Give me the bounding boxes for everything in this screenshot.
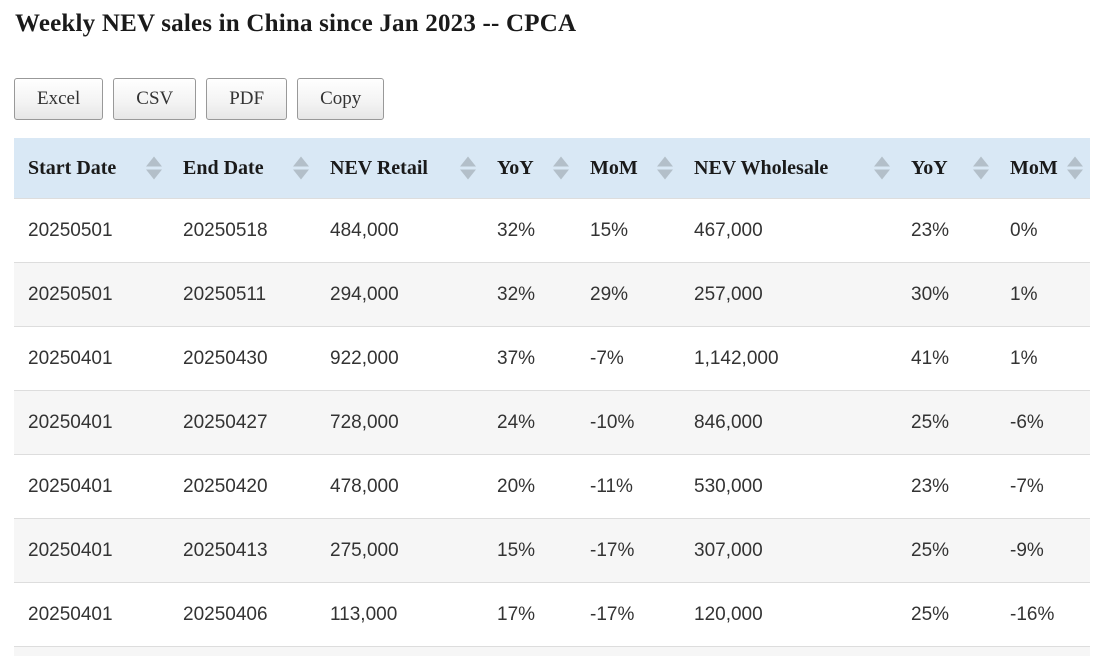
cell-retail-yoy: 32%	[483, 198, 576, 263]
cell-end-date: 20250413	[169, 518, 316, 583]
cell-retail-mom: -17%	[576, 518, 680, 583]
col-header-wholesale-mom[interactable]: MoM	[996, 138, 1090, 199]
cell-retail-mom: 29%	[576, 262, 680, 327]
cell-nev-wholesale: 530,000	[680, 454, 897, 519]
table-row: 20250501 20250518 484,000 32% 15% 467,00…	[14, 198, 1090, 263]
cell-nev-retail: 294,000	[316, 262, 483, 327]
cell-nev-wholesale: 307,000	[680, 518, 897, 583]
col-header-start-date[interactable]: Start Date	[14, 138, 169, 199]
cell-retail-mom: -7%	[576, 326, 680, 391]
cell-wholesale-yoy: 25%	[897, 518, 996, 583]
cell-retail-mom: -11%	[576, 454, 680, 519]
table-body: 20250501 20250518 484,000 32% 15% 467,00…	[14, 198, 1090, 656]
cell-end-date: 20250511	[169, 262, 316, 327]
cell-nev-retail: 113,000	[316, 582, 483, 647]
sort-icon	[293, 156, 309, 180]
cell-end-date: 20250406	[169, 582, 316, 647]
cell-retail-yoy: 20%	[483, 454, 576, 519]
sort-icon	[460, 156, 476, 180]
cell-retail-yoy: 17%	[483, 582, 576, 647]
cell-wholesale-mom: -16%	[996, 582, 1090, 647]
table-row: 20250401 20250420 478,000 20% -11% 530,0…	[14, 454, 1090, 519]
cell-nev-retail: 922,000	[316, 326, 483, 391]
cell-start-date: 20250501	[14, 262, 169, 327]
cell-start-date: 20250401	[14, 582, 169, 647]
cell-start-date: 20250401	[14, 326, 169, 391]
cell-wholesale-mom: -6%	[996, 390, 1090, 455]
cell-retail-yoy: 37%	[483, 326, 576, 391]
cell-retail-mom: -10%	[576, 390, 680, 455]
sort-icon	[553, 156, 569, 180]
cell-nev-retail: 275,000	[316, 518, 483, 583]
table-row: 20250401 20250430 922,000 37% -7% 1,142,…	[14, 326, 1090, 391]
col-header-label: End Date	[183, 157, 264, 179]
page-title: Weekly NEV sales in China since Jan 2023…	[15, 10, 577, 37]
cell-wholesale-yoy: 23%	[897, 454, 996, 519]
cell-nev-wholesale: 1,142,000	[680, 326, 897, 391]
pdf-button[interactable]: PDF	[206, 78, 288, 120]
cell-wholesale-yoy: 23%	[897, 198, 996, 263]
col-header-retail-mom[interactable]: MoM	[576, 138, 680, 199]
col-header-retail-yoy[interactable]: YoY	[483, 138, 576, 199]
sort-icon	[1067, 156, 1083, 180]
nev-sales-table-container: Start Date End Date NEV Retail YoY MoM	[14, 138, 1090, 656]
cell-wholesale-mom: 1%	[996, 326, 1090, 391]
table-row: 20250401 20250413 275,000 15% -17% 307,0…	[14, 518, 1090, 583]
sort-icon	[973, 156, 989, 180]
cell-start-date: 20250401	[14, 454, 169, 519]
cell-start-date: 20250501	[14, 198, 169, 263]
table-row: 20250401 20250427 728,000 24% -10% 846,0…	[14, 390, 1090, 455]
cell-end-date: 20250430	[169, 326, 316, 391]
cell-retail-mom: 15%	[576, 198, 680, 263]
export-toolbar: Excel CSV PDF Copy	[14, 78, 1090, 120]
cell-retail-yoy: 15%	[483, 518, 576, 583]
col-header-wholesale-yoy[interactable]: YoY	[897, 138, 996, 199]
cell-retail-mom: -17%	[576, 582, 680, 647]
sort-icon	[874, 156, 890, 180]
table-row: 20250401 20250406 113,000 17% -17% 120,0…	[14, 582, 1090, 647]
cell-end-date: 20250427	[169, 390, 316, 455]
col-header-label: MoM	[1010, 157, 1058, 179]
cell-nev-retail: 728,000	[316, 390, 483, 455]
col-header-end-date[interactable]: End Date	[169, 138, 316, 199]
table-row: 20250501 20250511 294,000 32% 29% 257,00…	[14, 262, 1090, 327]
sort-icon	[146, 156, 162, 180]
cell-wholesale-mom: 1%	[996, 262, 1090, 327]
cell-wholesale-yoy: 25%	[897, 390, 996, 455]
cell-nev-wholesale: 257,000	[680, 262, 897, 327]
cell-start-date: 20250401	[14, 518, 169, 583]
cell-wholesale-yoy: 41%	[897, 326, 996, 391]
cell-wholesale-yoy: 30%	[897, 262, 996, 327]
sort-icon	[657, 156, 673, 180]
col-header-label: YoY	[911, 157, 948, 179]
col-header-label: MoM	[590, 157, 638, 179]
col-header-nev-wholesale[interactable]: NEV Wholesale	[680, 138, 897, 199]
cell-wholesale-mom: -9%	[996, 518, 1090, 583]
copy-button[interactable]: Copy	[297, 78, 385, 120]
cell-nev-retail: 484,000	[316, 198, 483, 263]
csv-button[interactable]: CSV	[113, 78, 197, 120]
cell-nev-wholesale: 467,000	[680, 198, 897, 263]
cell-start-date: 20250401	[14, 390, 169, 455]
cell-wholesale-mom: -7%	[996, 454, 1090, 519]
col-header-label: NEV Wholesale	[694, 157, 829, 179]
table-row-partial	[14, 646, 1090, 656]
cell-wholesale-mom: 0%	[996, 198, 1090, 263]
cell-nev-wholesale: 846,000	[680, 390, 897, 455]
cell-nev-retail: 478,000	[316, 454, 483, 519]
cell-retail-yoy: 24%	[483, 390, 576, 455]
cell-end-date: 20250420	[169, 454, 316, 519]
col-header-label: Start Date	[28, 157, 117, 179]
col-header-label: NEV Retail	[330, 157, 428, 179]
cell-wholesale-yoy: 25%	[897, 582, 996, 647]
col-header-nev-retail[interactable]: NEV Retail	[316, 138, 483, 199]
cell-retail-yoy: 32%	[483, 262, 576, 327]
nev-sales-table: Start Date End Date NEV Retail YoY MoM	[14, 138, 1090, 656]
cell-nev-wholesale: 120,000	[680, 582, 897, 647]
col-header-label: YoY	[497, 157, 534, 179]
table-header: Start Date End Date NEV Retail YoY MoM	[14, 138, 1090, 199]
cell-end-date: 20250518	[169, 198, 316, 263]
excel-button[interactable]: Excel	[14, 78, 104, 120]
